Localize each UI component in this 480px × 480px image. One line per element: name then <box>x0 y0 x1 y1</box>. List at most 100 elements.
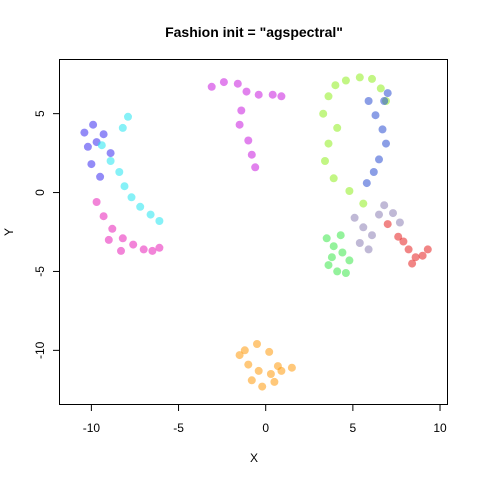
x-tick-label: -10 <box>83 421 101 435</box>
x-tick-label: -5 <box>173 421 184 435</box>
data-point <box>355 73 364 82</box>
data-point <box>338 248 347 257</box>
data-point <box>333 123 342 132</box>
data-point <box>155 243 164 252</box>
data-point <box>277 92 286 101</box>
data-point <box>375 210 383 219</box>
data-point <box>389 209 397 218</box>
data-point <box>92 198 101 206</box>
data-point <box>382 139 390 148</box>
data-point <box>118 234 127 243</box>
x-axis-label: X <box>250 451 258 465</box>
data-point <box>368 74 376 83</box>
data-point <box>265 347 274 356</box>
y-tick-label: -10 <box>33 341 47 359</box>
data-point <box>237 106 246 115</box>
data-point <box>233 79 242 88</box>
data-point <box>104 235 113 244</box>
data-point <box>207 82 216 91</box>
data-point <box>324 261 333 270</box>
data-point <box>258 382 267 391</box>
data-point <box>251 163 260 172</box>
data-point <box>247 376 256 385</box>
data-point <box>408 259 417 268</box>
data-point <box>394 232 403 241</box>
data-point <box>355 239 364 247</box>
data-point <box>244 136 253 145</box>
data-point <box>375 155 383 164</box>
y-tick-label: 0 <box>33 189 47 196</box>
y-tick-label: 5 <box>33 110 47 117</box>
data-point <box>139 245 148 254</box>
data-point <box>345 256 354 265</box>
data-point <box>350 213 359 222</box>
x-axis: -10 -5 0 5 10 <box>83 404 447 435</box>
data-point <box>341 76 350 85</box>
data-point <box>383 220 392 229</box>
data-point <box>378 125 387 134</box>
data-point <box>244 360 253 369</box>
data-point <box>418 251 427 260</box>
data-point <box>376 84 385 93</box>
data-point <box>254 366 263 375</box>
data-point <box>235 351 244 360</box>
data-point <box>324 139 333 148</box>
data-point <box>117 246 125 255</box>
data-point <box>322 234 331 243</box>
data-point <box>321 157 329 165</box>
data-point <box>287 363 296 372</box>
data-point <box>368 231 376 240</box>
data-point <box>336 231 345 240</box>
y-axis: -10 -5 0 5 <box>33 110 60 359</box>
data-point <box>106 149 115 158</box>
data-point <box>341 269 350 277</box>
data-point <box>404 245 413 254</box>
data-point <box>399 237 408 246</box>
data-point <box>329 174 338 183</box>
points-layer <box>80 73 432 391</box>
data-point <box>359 223 368 232</box>
data-point <box>106 157 115 165</box>
data-point <box>331 81 340 90</box>
data-point <box>345 187 354 195</box>
data-point <box>324 92 333 101</box>
data-point <box>380 97 389 105</box>
data-point <box>129 240 138 249</box>
data-point <box>235 120 244 129</box>
data-point <box>319 109 328 118</box>
data-point <box>96 172 105 181</box>
data-point <box>253 340 261 348</box>
data-point <box>333 267 342 276</box>
data-point <box>136 202 145 211</box>
data-point <box>273 362 282 371</box>
data-point <box>87 160 96 169</box>
data-point <box>242 87 251 96</box>
y-tick-label: -5 <box>33 266 47 277</box>
data-point <box>127 193 136 202</box>
data-point <box>364 245 373 254</box>
data-point <box>327 253 336 262</box>
data-point <box>411 253 420 262</box>
data-point <box>148 246 157 255</box>
data-point <box>219 78 228 87</box>
data-point <box>371 111 380 120</box>
data-point <box>97 141 106 150</box>
data-point <box>423 245 432 254</box>
data-point <box>118 123 127 132</box>
data-point <box>146 210 155 219</box>
data-point <box>155 217 164 225</box>
data-point <box>99 130 108 139</box>
data-point <box>99 212 108 221</box>
data-point <box>362 179 371 188</box>
data-point <box>329 242 338 251</box>
data-point <box>359 199 368 208</box>
data-point <box>380 201 389 210</box>
data-point <box>270 377 279 386</box>
data-point <box>266 370 275 378</box>
x-tick-label: 10 <box>433 421 447 435</box>
data-point <box>89 120 98 129</box>
data-point <box>247 150 256 159</box>
data-point <box>80 128 89 137</box>
data-point <box>254 90 263 99</box>
